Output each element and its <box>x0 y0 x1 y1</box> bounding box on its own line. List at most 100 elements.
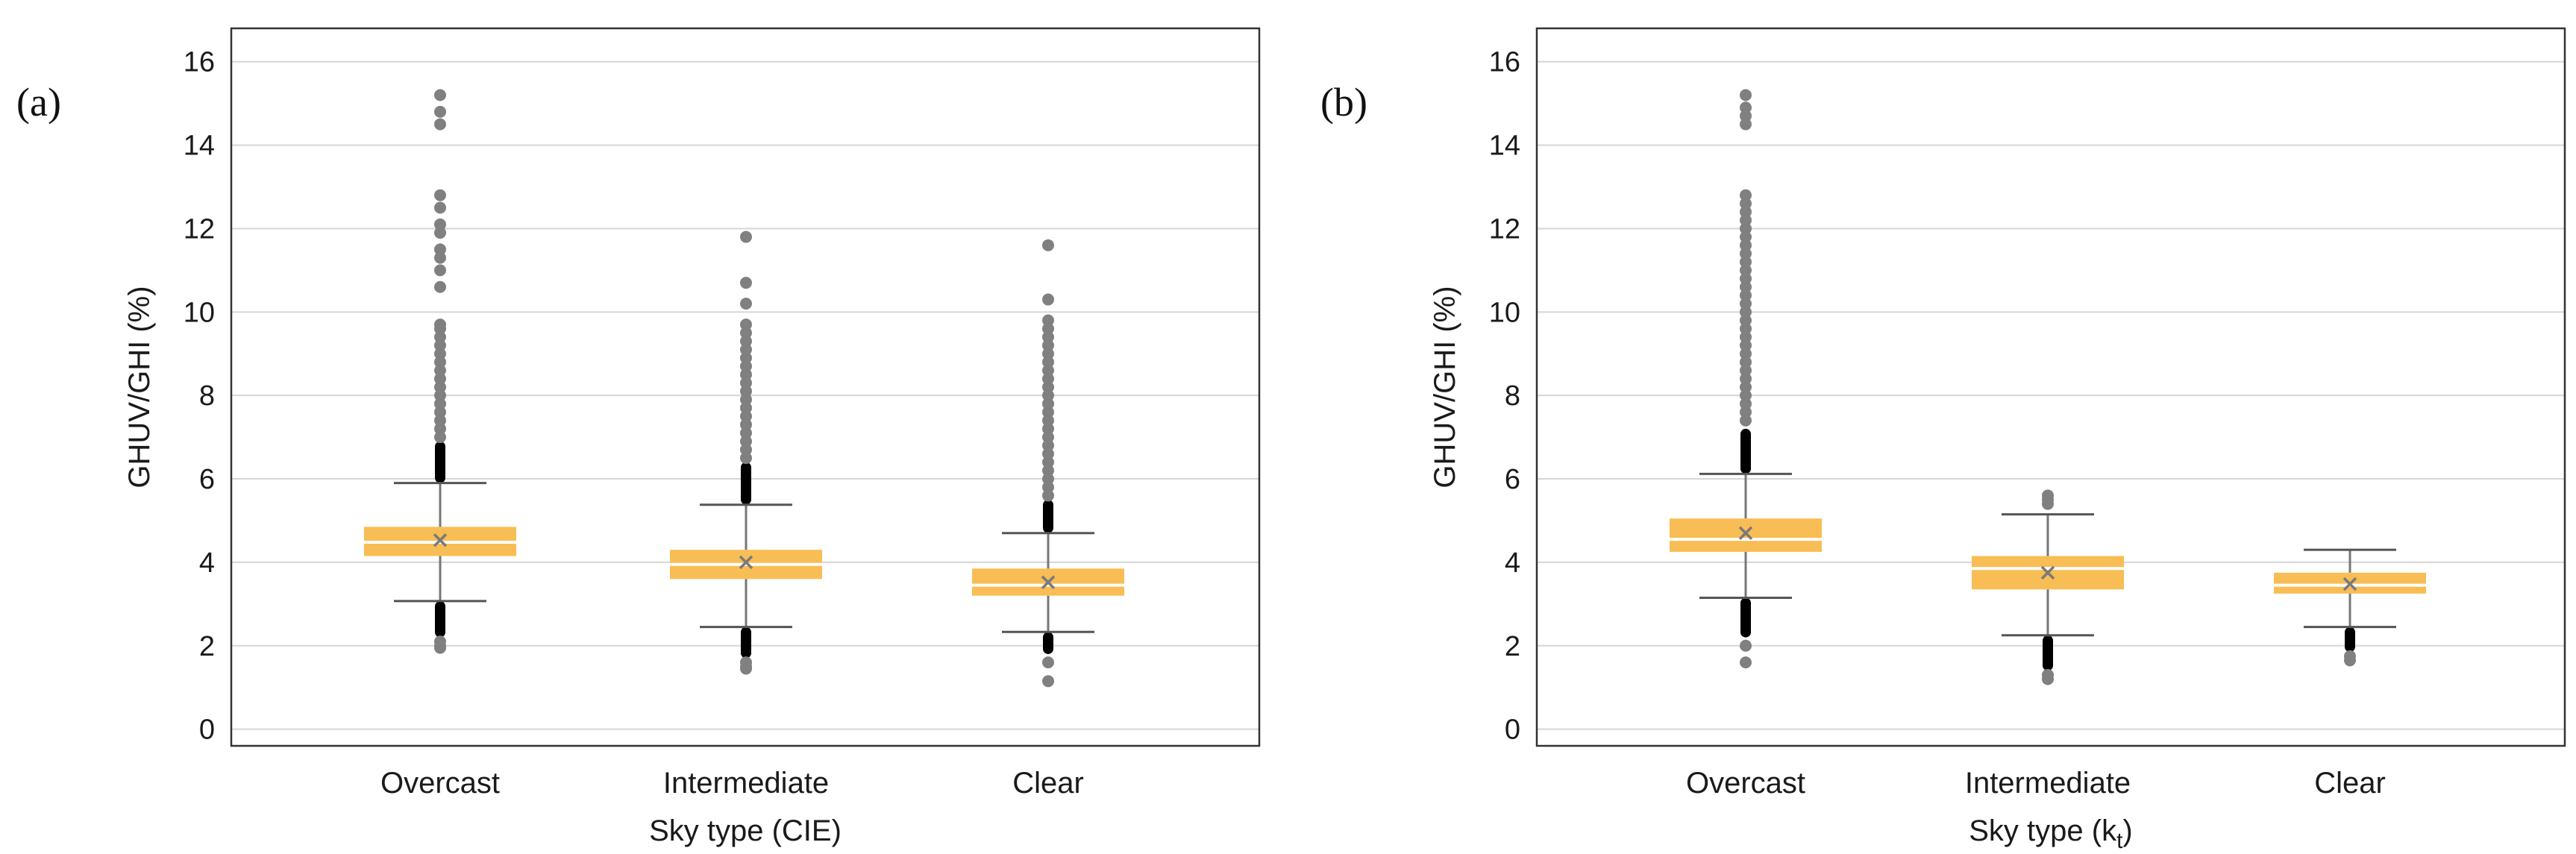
outlier-point <box>740 443 752 456</box>
y-tick-label: 6 <box>199 464 215 495</box>
outlier-cluster-lower <box>1740 597 1751 638</box>
outlier-point <box>1740 639 1752 652</box>
mean-marker <box>1738 526 1753 540</box>
y-axis-label: GHUV/GHI (%) <box>123 286 156 488</box>
outlier-point <box>1740 339 1752 352</box>
outlier-point <box>434 280 446 293</box>
outlier-point <box>740 277 752 289</box>
outlier-point <box>1740 101 1752 114</box>
outlier-point <box>1740 356 1752 368</box>
outlier-point <box>1740 306 1752 318</box>
mean-marker <box>739 555 753 570</box>
y-tick-label: 12 <box>1489 213 1520 245</box>
outlier-point <box>1042 364 1054 377</box>
y-tick-label: 0 <box>199 715 215 746</box>
outlier-point <box>1042 356 1054 368</box>
outlier-point <box>740 327 752 339</box>
outlier-point <box>434 243 446 256</box>
outlier-point <box>740 368 752 381</box>
y-tick-label: 16 <box>184 47 215 78</box>
y-tick-label: 2 <box>199 631 215 662</box>
mean-marker <box>1041 575 1056 589</box>
category-label: Clear <box>1012 767 1084 800</box>
outlier-point <box>1042 348 1054 360</box>
box-intermediate <box>1972 489 2124 685</box>
outlier-point <box>1042 656 1054 669</box>
outlier-point <box>1740 89 1752 101</box>
x-axis-label-text: Sky type (k <box>1969 814 2117 847</box>
category-label: Clear <box>2314 767 2386 800</box>
outlier-point <box>1042 381 1054 393</box>
outlier-point <box>740 401 752 414</box>
outlier-point <box>434 105 446 118</box>
panel-label: (a) <box>16 80 61 125</box>
outlier-point <box>1740 389 1752 402</box>
outlier-point <box>434 641 446 654</box>
outlier-point <box>1740 214 1752 227</box>
outlier-point <box>2042 673 2054 685</box>
outlier-point <box>1042 322 1054 335</box>
outlier-point <box>434 264 446 277</box>
outlier-cluster-lower <box>2043 635 2053 671</box>
outlier-point <box>1740 264 1752 277</box>
outlier-point <box>1042 372 1054 385</box>
outlier-cluster-lower <box>2345 627 2355 653</box>
outlier-point <box>1740 256 1752 269</box>
outlier-point <box>1740 289 1752 301</box>
outlier-point <box>1042 389 1054 402</box>
outlier-point <box>740 360 752 373</box>
box-intermediate <box>670 230 822 675</box>
outlier-point <box>1740 398 1752 410</box>
outlier-point <box>434 406 446 418</box>
outlier-point <box>434 339 446 352</box>
box-clear <box>2274 548 2426 667</box>
outlier-point <box>740 377 752 389</box>
outlier-point <box>1740 206 1752 219</box>
outlier-point <box>1740 110 1752 122</box>
y-tick-label: 6 <box>1505 464 1520 495</box>
x-axis-label-close: ) <box>2122 814 2132 847</box>
outlier-cluster-lower <box>435 600 445 638</box>
outlier-point <box>434 364 446 377</box>
outlier-point <box>1740 406 1752 418</box>
outlier-point <box>434 89 446 101</box>
outlier-point <box>1042 456 1054 468</box>
outlier-point <box>1740 330 1752 343</box>
outlier-point <box>1042 448 1054 460</box>
outlier-point <box>740 662 752 675</box>
outlier-point <box>1042 406 1054 418</box>
outlier-point <box>434 251 446 264</box>
outlier-point <box>1042 464 1054 477</box>
outlier-point <box>1740 381 1752 393</box>
box-clear <box>972 239 1124 688</box>
outlier-point <box>740 393 752 406</box>
outlier-point <box>434 201 446 214</box>
outlier-point <box>1740 298 1752 310</box>
category-label: Intermediate <box>1965 767 2131 800</box>
outlier-point <box>434 372 446 385</box>
outlier-point <box>1740 118 1752 131</box>
outlier-point <box>1042 398 1054 410</box>
outlier-point <box>434 189 446 201</box>
mean-marker <box>433 533 448 547</box>
outlier-point <box>1740 239 1752 251</box>
y-axis-label: GHUV/GHI (%) <box>1429 286 1461 488</box>
outlier-point <box>1740 414 1752 427</box>
outlier-point <box>740 435 752 448</box>
outlier-point <box>1042 489 1054 502</box>
outlier-point <box>434 330 446 343</box>
plot-frame <box>230 27 1261 747</box>
outlier-point <box>434 218 446 230</box>
outlier-point <box>434 356 446 368</box>
outlier-cluster-lower <box>741 627 751 659</box>
outlier-point <box>740 418 752 431</box>
outlier-point <box>1740 364 1752 377</box>
outlier-point <box>1042 414 1054 427</box>
outlier-point <box>1042 422 1054 435</box>
plot-frame <box>1535 27 2566 747</box>
outlier-point <box>1042 431 1054 444</box>
outlier-point <box>434 398 446 410</box>
outlier-point <box>1042 330 1054 343</box>
box-overcast <box>364 89 516 654</box>
outlier-point <box>1042 293 1054 306</box>
